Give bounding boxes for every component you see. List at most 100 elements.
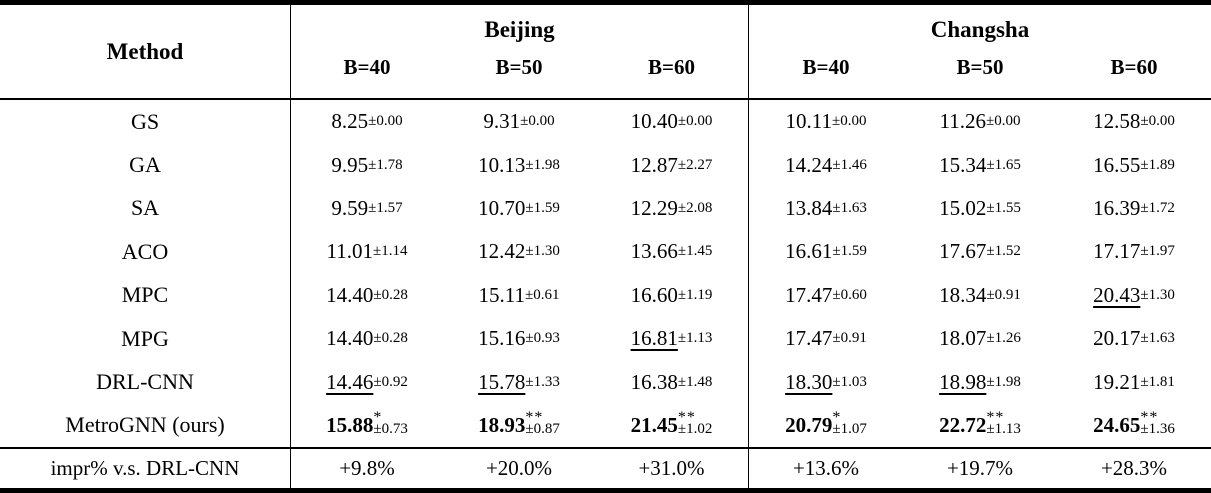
- value-cell: 18.93 ** ±0.87: [443, 404, 595, 447]
- value-cell: 14.40 ±0.28: [290, 316, 443, 361]
- method-label: DRL-CNN: [96, 369, 194, 395]
- value-number: 12.58: [1093, 109, 1141, 134]
- significance-and-stddev: ** ±1.13: [986, 409, 1021, 438]
- stddev-subscript: ±1.97: [1140, 243, 1175, 260]
- value-number: 17.17: [1093, 239, 1141, 264]
- value-number: 16.61: [785, 239, 833, 264]
- value-cell: 15.16 ±0.93: [443, 317, 595, 360]
- stddev-subscript: ±1.30: [525, 243, 560, 260]
- value-number: 9.95: [331, 152, 369, 177]
- value-number: 15.88: [326, 412, 374, 437]
- value-number: 17.47: [785, 282, 833, 307]
- method-label: GA: [129, 152, 161, 178]
- value-number: 14.24: [785, 152, 833, 177]
- value-number: 18.93: [478, 412, 526, 437]
- value-cell: 14.40 ±0.28: [290, 273, 443, 317]
- significance-and-stddev: ** ±0.87: [525, 410, 559, 437]
- stddev-subscript: ±0.28: [373, 286, 408, 303]
- improvement-value-cell: +9.8%: [290, 447, 443, 488]
- stddev-subscript: ±1.02: [677, 421, 713, 438]
- value-cell: 11.26 ±0.00: [903, 100, 1057, 143]
- value-number: 20.43: [1093, 282, 1141, 307]
- stddev-subscript: ±1.89: [1140, 156, 1175, 173]
- method-label: ACO: [121, 238, 169, 264]
- value-cell: 12.42 ±1.30: [443, 230, 595, 273]
- value-cell: 18.98 ±1.98: [903, 360, 1057, 403]
- improvement-value-cell: +20.0%: [443, 447, 595, 488]
- improvement-value-cell: +13.6%: [748, 447, 903, 488]
- stddev-subscript: ±1.63: [832, 199, 867, 216]
- value-cell: 15.78 ±1.33: [443, 360, 595, 403]
- value-cell: 10.70 ±1.59: [443, 187, 595, 230]
- value-cell: 17.17 ±1.97: [1057, 230, 1211, 273]
- value-number: 9.31: [483, 109, 521, 134]
- value-number: 21.45: [630, 412, 678, 437]
- value-number: 10.11: [785, 109, 832, 134]
- stddev-subscript: ±1.13: [986, 421, 1021, 438]
- value-cell: 22.72 ** ±1.13: [903, 404, 1057, 447]
- value-cell: 20.17 ±1.63: [1057, 317, 1211, 360]
- stddev-subscript: ±1.57: [368, 199, 403, 216]
- method-label: GS: [130, 108, 160, 134]
- stddev-subscript: ±1.55: [986, 199, 1021, 216]
- significance-stars: *: [373, 409, 383, 427]
- value-cell: 16.61 ±1.59: [748, 230, 903, 274]
- method-label: SA: [130, 195, 160, 221]
- stddev-subscript: ±2.08: [677, 199, 713, 216]
- value-cell: 14.46 ±0.92: [290, 360, 443, 404]
- value-number: 8.25: [331, 109, 369, 134]
- value-cell: 18.07 ±1.26: [903, 317, 1057, 360]
- value-cell: 14.24 ±1.46: [748, 143, 903, 187]
- stddev-subscript: ±0.91: [832, 330, 867, 347]
- significance-stars: **: [1140, 409, 1159, 427]
- column-header-beijing-b60: B=60: [595, 55, 748, 100]
- value-number: 10.40: [630, 109, 678, 134]
- value-cell: 9.59 ±1.57: [290, 186, 443, 231]
- stddev-subscript: ±0.93: [525, 330, 560, 347]
- significance-and-stddev: * ±1.07: [832, 409, 867, 438]
- value-cell: 9.31 ±0.00: [443, 100, 595, 143]
- significance-stars: **: [986, 409, 1005, 427]
- value-number: 15.34: [939, 152, 987, 177]
- value-number: 15.16: [478, 326, 526, 351]
- stddev-subscript: ±1.65: [986, 156, 1021, 173]
- value-cell: 18.30 ±1.03: [748, 360, 903, 404]
- significance-stars: **: [677, 409, 696, 427]
- value-number: 11.01: [326, 239, 373, 264]
- value-cell: 10.40 ±0.00: [595, 100, 748, 143]
- value-number: 19.21: [1093, 369, 1141, 394]
- stddev-subscript: ±1.52: [986, 243, 1021, 260]
- value-number: 22.72: [939, 412, 987, 437]
- stddev-subscript: ±0.00: [1140, 113, 1175, 130]
- stddev-subscript: ±1.07: [832, 421, 867, 438]
- value-cell: 9.95 ±1.78: [290, 143, 443, 187]
- column-header-changsha-b50: B=50: [903, 55, 1057, 100]
- method-label: MetroGNN (ours): [65, 412, 225, 438]
- improvement-value-cell: +28.3%: [1057, 447, 1211, 488]
- method-label: MPG: [121, 325, 169, 351]
- value-number: 12.29: [630, 195, 678, 220]
- stddev-subscript: ±0.00: [520, 113, 555, 130]
- value-cell: 15.34 ±1.65: [903, 143, 1057, 186]
- value-number: 18.98: [939, 369, 987, 394]
- value-number: 16.38: [630, 369, 678, 394]
- value-cell: 16.55 ±1.89: [1057, 143, 1211, 186]
- improvement-value-cell: +19.7%: [903, 447, 1057, 488]
- stddev-subscript: ±1.48: [677, 373, 713, 390]
- stddev-subscript: ±1.81: [1140, 373, 1175, 390]
- value-number: 10.13: [478, 152, 526, 177]
- significance-stars: *: [832, 409, 842, 427]
- value-number: 14.46: [326, 369, 374, 394]
- improvement-value-cell: +31.0%: [595, 447, 748, 488]
- stddev-subscript: ±1.98: [525, 156, 560, 173]
- value-number: 20.79: [785, 412, 833, 437]
- column-header-beijing-b40: B=40: [290, 55, 443, 100]
- value-cell: 17.47 ±0.60: [748, 273, 903, 317]
- value-number: 12.42: [478, 239, 526, 264]
- value-number: 15.11: [478, 282, 525, 307]
- stddev-subscript: ±1.63: [1140, 330, 1175, 347]
- column-header-method: Method: [0, 5, 290, 100]
- stddev-subscript: ±1.59: [525, 199, 560, 216]
- value-number: 16.60: [630, 282, 678, 307]
